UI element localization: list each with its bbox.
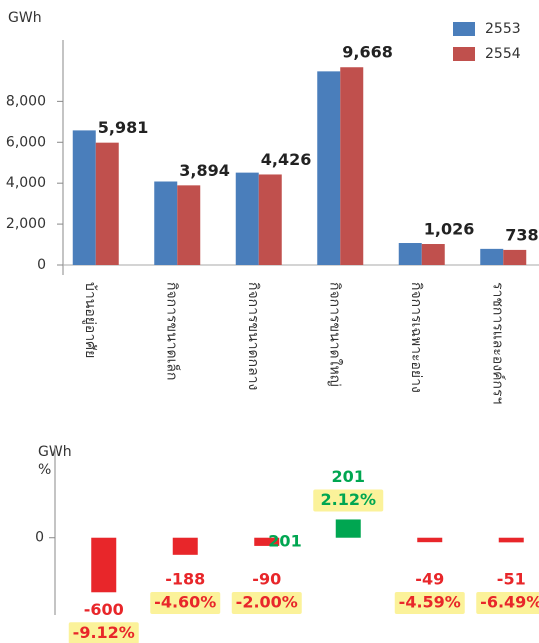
- label-highlight: [68, 622, 139, 643]
- bar: [340, 67, 364, 265]
- bar: [172, 537, 198, 555]
- value-label: 9,668: [342, 43, 393, 62]
- percent-label: 2.12%: [320, 490, 376, 509]
- y-tick-label: 0: [37, 257, 46, 273]
- value-label: 201: [332, 467, 365, 486]
- bar: [421, 244, 445, 265]
- x-tick-label: กิจการเฉพาะอย่าง: [408, 282, 424, 393]
- y-tick-label: 2,000: [6, 216, 46, 232]
- bar: [91, 537, 117, 593]
- value-label: 3,894: [179, 161, 230, 180]
- y-tick-label: 6,000: [6, 134, 46, 150]
- value-label: 738: [505, 225, 538, 244]
- label-highlight: [150, 592, 221, 614]
- bar: [398, 243, 422, 265]
- value-label: -49: [415, 570, 444, 589]
- value-label: -188: [165, 570, 205, 589]
- y-tick-label: 0: [35, 530, 44, 546]
- percent-label: -4.59%: [399, 593, 461, 612]
- bar: [417, 537, 443, 543]
- label-highlight: [231, 592, 302, 614]
- legend-swatch: [453, 47, 475, 61]
- legend-label: 2553: [485, 21, 521, 37]
- bar: [235, 172, 259, 265]
- label-highlight: [313, 489, 384, 512]
- percent-label: -2.00%: [236, 593, 298, 612]
- value-label: 5,981: [98, 118, 149, 137]
- bar: [498, 537, 524, 543]
- percent-label: -6.49%: [480, 593, 539, 612]
- y-tick-label: 4,000: [6, 175, 46, 191]
- bar: [254, 537, 280, 546]
- annotation: 201: [268, 532, 301, 551]
- bar: [317, 71, 341, 266]
- x-tick-label: กิจการขนาดเล็ก: [163, 282, 181, 380]
- x-tick-label: กิจการขนาดกลาง: [245, 282, 261, 390]
- label-highlight: [476, 592, 539, 614]
- bar: [177, 185, 201, 265]
- bar: [154, 181, 178, 265]
- x-tick-label: กิจการขนาดใหญ่: [326, 282, 343, 387]
- bar: [503, 249, 527, 265]
- legend-swatch: [453, 22, 475, 36]
- value-label: -90: [252, 570, 281, 589]
- percent-label: -9.12%: [73, 623, 135, 642]
- y-axis-label: GWh: [8, 10, 42, 26]
- value-label: 1,026: [424, 220, 475, 239]
- x-tick-label: ราชการและองค์กรฯ: [489, 282, 506, 404]
- bar: [95, 142, 119, 265]
- bar: [480, 248, 504, 265]
- label-highlight: [394, 592, 465, 614]
- value-label: -51: [497, 570, 526, 589]
- value-label: -600: [84, 600, 124, 619]
- legend-label: 2554: [485, 46, 521, 62]
- x-tick-label: บ้านอยู่อาศัย: [82, 282, 98, 358]
- percent-label: -4.60%: [154, 593, 216, 612]
- bar: [72, 130, 96, 265]
- bar: [258, 174, 282, 265]
- value-label: 4,426: [261, 150, 312, 169]
- bar: [335, 519, 361, 538]
- y-tick-label: 8,000: [6, 93, 46, 109]
- y2-axis-label: %: [38, 462, 51, 478]
